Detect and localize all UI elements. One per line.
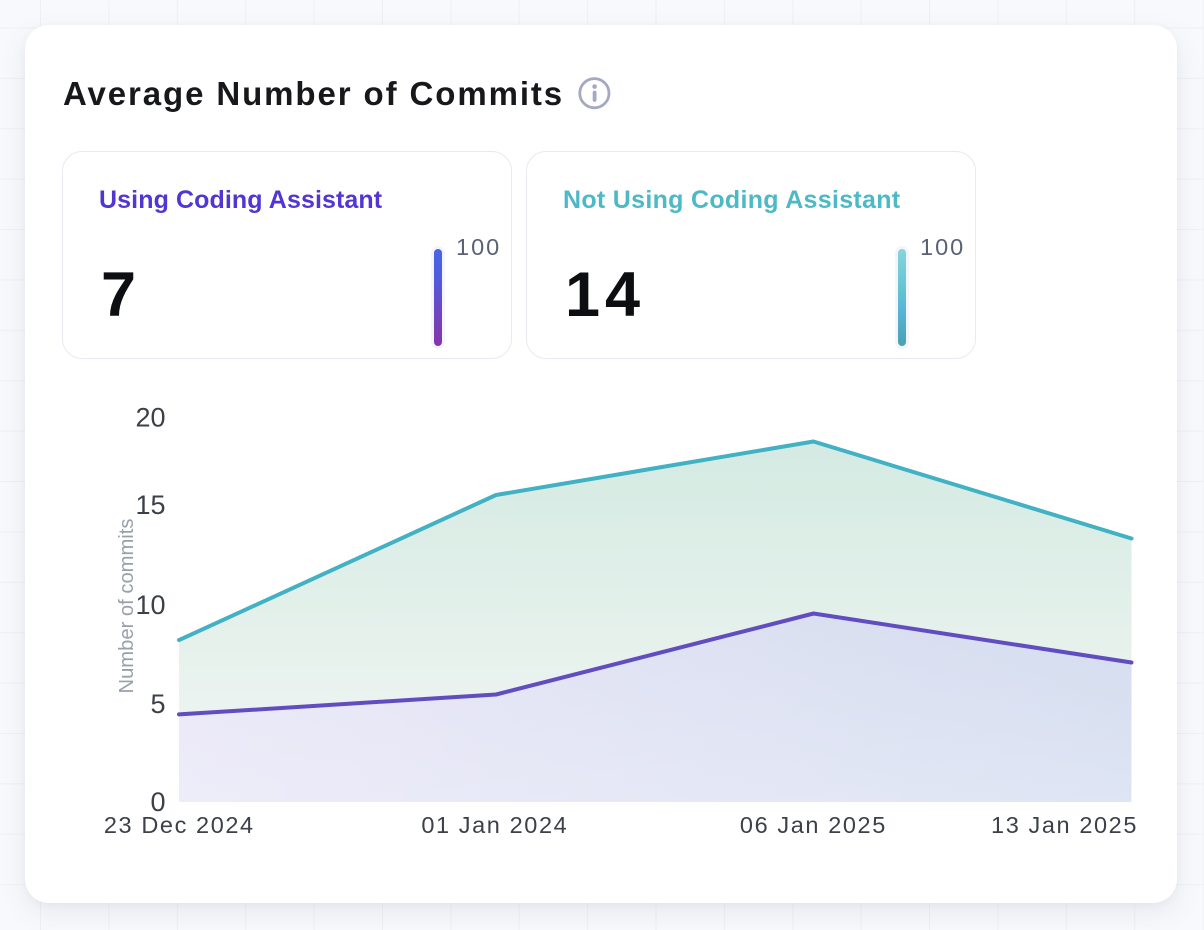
svg-text:15: 15 <box>135 490 165 520</box>
svg-text:23 Dec 2024: 23 Dec 2024 <box>104 812 255 838</box>
svg-text:20: 20 <box>135 402 165 432</box>
svg-text:Number of commits: Number of commits <box>116 519 138 694</box>
svg-text:01 Jan 2024: 01 Jan 2024 <box>421 812 568 838</box>
svg-text:06 Jan 2025: 06 Jan 2025 <box>740 812 887 838</box>
svg-text:0: 0 <box>150 787 165 817</box>
svg-text:10: 10 <box>135 590 165 620</box>
svg-text:13 Jan 2025: 13 Jan 2025 <box>991 812 1138 838</box>
svg-text:5: 5 <box>150 689 165 719</box>
